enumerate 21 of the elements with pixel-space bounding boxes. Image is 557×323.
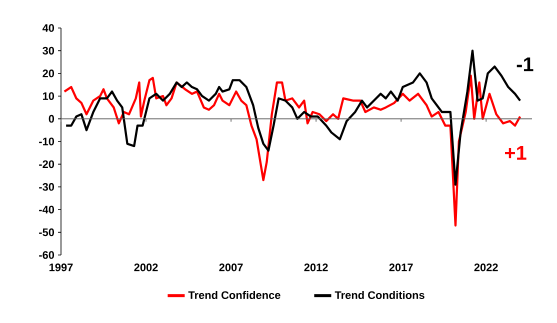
y-tick-label: 40: [42, 24, 54, 32]
y-tick-label: 20: [42, 70, 54, 78]
x-tick-label: 2002: [134, 264, 158, 272]
y-tick-label: -30: [39, 183, 54, 191]
y-tick-label: 0: [48, 114, 54, 123]
y-tick-label: -10: [39, 138, 54, 146]
x-tick-label: 2022: [474, 264, 498, 272]
annotation: -1: [516, 57, 534, 72]
y-tick-label: -60: [39, 251, 54, 259]
x-tick-label: 1997: [50, 264, 73, 272]
x-tick-label: 2012: [304, 264, 328, 272]
y-tick-label: -50: [39, 228, 54, 236]
x-tick-label: 2017: [389, 264, 413, 272]
annotation: +1: [505, 146, 526, 160]
legend-label: Trend Conditions: [334, 290, 424, 300]
y-tick-label: -40: [39, 206, 54, 214]
y-tick-label: -20: [39, 160, 54, 168]
y-tick-label: 30: [42, 46, 54, 55]
legend-label: Trend Confidence: [188, 290, 280, 300]
x-tick-label: 2007: [219, 264, 243, 272]
y-tick-label: 10: [42, 92, 54, 100]
